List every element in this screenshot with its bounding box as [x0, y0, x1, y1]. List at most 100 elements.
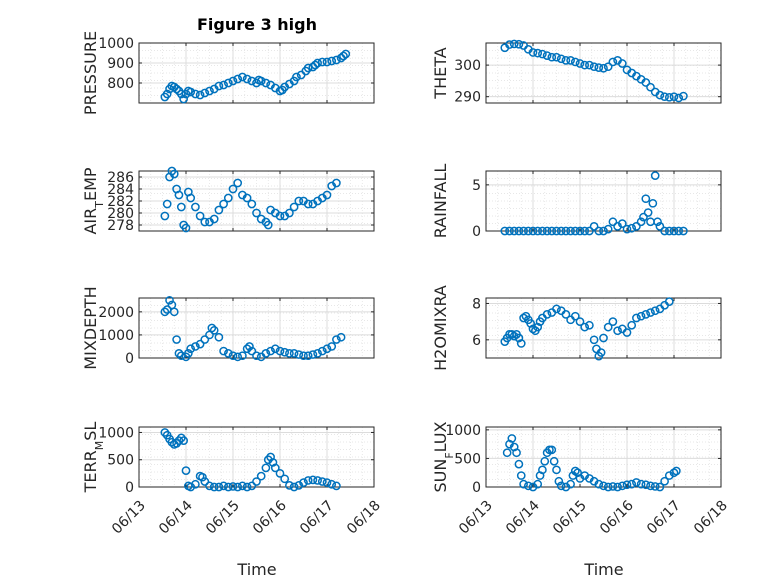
data-point	[247, 481, 257, 491]
axes-box	[138, 297, 375, 359]
data-point	[507, 434, 517, 443]
data-point	[256, 471, 266, 481]
data-point	[209, 482, 219, 492]
data-point	[275, 346, 285, 356]
data-point	[575, 59, 585, 68]
data-point	[261, 349, 271, 358]
data-point	[594, 479, 604, 489]
y-tick-label: 1000	[98, 36, 134, 52]
x-tick-label: 06/16	[597, 498, 637, 538]
data-point	[509, 331, 519, 341]
y-tick-label: 0	[125, 351, 134, 367]
data-point	[285, 349, 294, 358]
data-point	[332, 481, 341, 491]
data-point	[650, 306, 660, 316]
x-tick-label: 06/17	[644, 498, 684, 538]
data-point	[165, 295, 174, 305]
y-axis-label: RAINFALL	[431, 164, 450, 239]
data-point	[191, 89, 200, 99]
data-point	[247, 346, 257, 356]
y-tick-label: 300	[454, 58, 481, 74]
y-axis-label: THETA	[431, 47, 450, 99]
data-point	[575, 226, 585, 236]
data-point	[561, 226, 571, 236]
y-tick-label: 1000	[445, 423, 481, 439]
y-tick-label: 290	[454, 90, 481, 106]
data-point	[566, 226, 575, 236]
y-tick-label: 500	[454, 451, 481, 467]
data-point	[228, 76, 238, 86]
data-point	[247, 199, 257, 209]
data-point	[200, 477, 210, 486]
data-point	[308, 350, 318, 359]
data-point	[242, 193, 252, 203]
data-point	[214, 482, 224, 492]
data-point	[542, 226, 552, 236]
data-point	[533, 48, 543, 58]
data-point	[252, 208, 261, 218]
data-point	[514, 39, 524, 49]
data-point	[181, 466, 191, 475]
data-point	[516, 339, 526, 348]
y-tick-label: 1000	[98, 425, 134, 441]
data-point	[505, 226, 514, 236]
data-point	[252, 351, 261, 361]
data-point	[292, 72, 301, 82]
data-point	[310, 60, 320, 70]
data-point	[322, 478, 332, 487]
data-point	[523, 226, 533, 236]
data-point	[594, 63, 604, 72]
data-point	[660, 226, 669, 236]
data-point	[184, 349, 193, 358]
data-point	[294, 196, 304, 206]
data-point	[608, 217, 618, 227]
data-point	[233, 352, 243, 362]
data-point	[589, 62, 599, 72]
data-point	[275, 469, 285, 478]
data-point	[191, 342, 200, 351]
data-point	[570, 57, 580, 67]
data-point	[519, 479, 528, 489]
data-point	[209, 214, 219, 224]
data-point	[554, 476, 564, 486]
data-point	[556, 54, 566, 64]
data-point	[552, 52, 561, 62]
data-point	[523, 481, 533, 491]
data-point	[289, 349, 299, 358]
data-point	[327, 56, 337, 66]
data-point	[317, 57, 327, 67]
x-tick-label: 06/16	[250, 498, 290, 538]
data-point	[245, 342, 254, 351]
data-point	[172, 335, 181, 344]
data-point	[664, 297, 674, 306]
data-point	[547, 226, 557, 236]
y-axis-label: H2OMIXRA	[431, 285, 450, 371]
x-axis-label-left: Time	[236, 560, 276, 579]
data-point	[669, 92, 679, 102]
data-point	[566, 479, 575, 489]
data-point	[627, 479, 637, 489]
data-point	[514, 333, 524, 343]
y-tick-label: 5	[472, 178, 481, 194]
data-point	[596, 348, 606, 357]
y-tick-label: 286	[107, 170, 134, 186]
x-tick-label: 06/15	[550, 498, 590, 538]
data-point	[540, 456, 550, 466]
data-point	[660, 476, 669, 486]
axes-box	[485, 170, 722, 232]
data-point	[219, 80, 228, 90]
data-point	[570, 226, 580, 236]
data-point	[650, 482, 660, 491]
data-point	[195, 90, 205, 100]
data-point	[186, 193, 196, 203]
subplot-terr-msl: 0 500 1000 06/13 06/14 06/15 06/16 06/17 06/18 TE…	[81, 422, 384, 538]
data-point	[664, 92, 674, 102]
data-point	[289, 202, 299, 212]
x-tick-label: 06/14	[503, 498, 543, 538]
y-axis-label: MIXDEPTH	[81, 286, 100, 369]
data-point	[533, 322, 543, 332]
data-point	[526, 319, 536, 328]
x-tick-label: 06/18	[344, 498, 384, 538]
data-point	[233, 482, 243, 492]
